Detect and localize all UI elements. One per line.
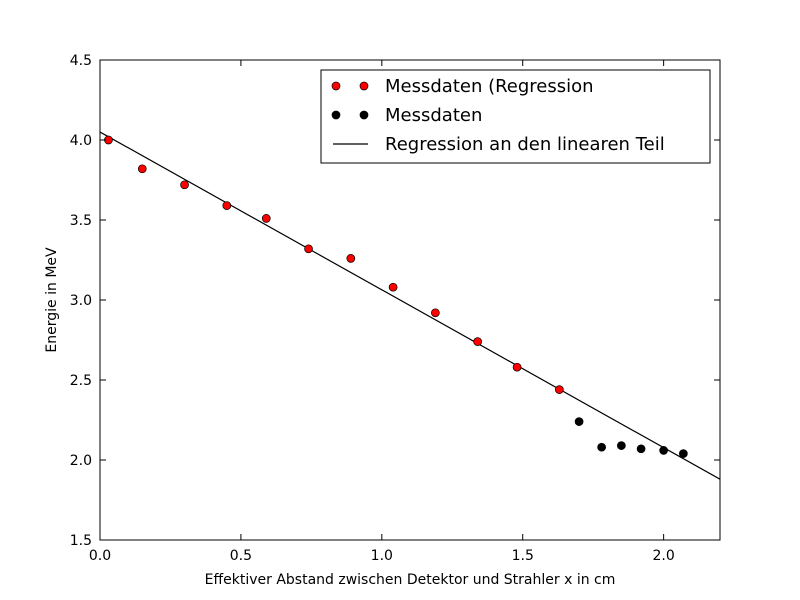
regression-data-point bbox=[222, 201, 232, 210]
y-tick-label: 2.5 bbox=[70, 373, 92, 389]
regression-data-point bbox=[431, 308, 440, 318]
regression-data-point bbox=[512, 362, 522, 372]
regression-data-point bbox=[137, 164, 147, 174]
regression-data-point bbox=[388, 282, 398, 292]
regression-data-point bbox=[304, 244, 313, 254]
regression-data-point bbox=[261, 214, 271, 223]
regression-line bbox=[100, 131, 720, 480]
legend-marker bbox=[331, 81, 341, 91]
data-point bbox=[574, 417, 584, 426]
y-tick-label: 4.5 bbox=[70, 53, 92, 69]
legend-marker bbox=[359, 81, 369, 91]
legend-marker bbox=[331, 110, 341, 120]
regression-data-point bbox=[346, 254, 356, 263]
legend-box bbox=[320, 69, 711, 164]
x-axis-label: Effektiver Abstand zwischen Detektor und… bbox=[205, 572, 616, 588]
legend-label: Regression an den linearen Teil bbox=[385, 134, 665, 155]
x-tick-label: 2.0 bbox=[653, 548, 675, 564]
x-tick-label: 0.5 bbox=[230, 548, 252, 564]
y-axis-label: Energie in MeV bbox=[44, 247, 60, 353]
legend: Messdaten (Regression Messdaten Regression… bbox=[320, 69, 711, 164]
data-point bbox=[679, 449, 688, 458]
x-tick-label: 1.0 bbox=[371, 548, 393, 564]
y-tick-label: 2.0 bbox=[70, 453, 92, 469]
data-point bbox=[597, 442, 606, 452]
data-point bbox=[659, 446, 668, 455]
x-tick-label: 1.5 bbox=[512, 548, 534, 564]
data-point bbox=[636, 444, 646, 454]
regression-data-point bbox=[180, 180, 189, 190]
y-tick-label: 4.0 bbox=[70, 133, 92, 149]
y-tick-label: 1.5 bbox=[70, 533, 92, 549]
y-tick-label: 3.5 bbox=[70, 213, 92, 229]
regression-data-point bbox=[555, 385, 564, 394]
y-tick-label: 3.0 bbox=[70, 293, 92, 309]
legend-label: Messdaten (Regression bbox=[385, 76, 594, 97]
x-tick-label: 0.0 bbox=[89, 548, 111, 564]
legend-marker bbox=[359, 110, 369, 120]
data-point bbox=[617, 441, 626, 450]
regression-data-point bbox=[473, 337, 482, 346]
legend-label: Messdaten bbox=[385, 105, 482, 126]
